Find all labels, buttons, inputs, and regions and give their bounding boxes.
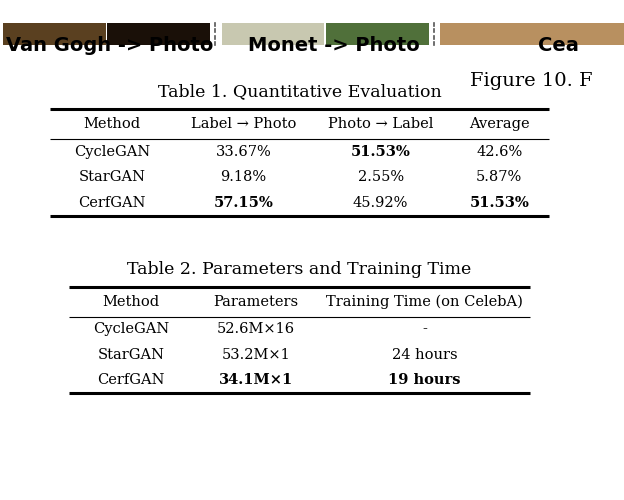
Text: 53.2M×1: 53.2M×1 [222,348,290,362]
Text: 52.6M×16: 52.6M×16 [217,322,295,336]
Text: 57.15%: 57.15% [213,196,273,210]
Text: Monet -> Photo: Monet -> Photo [248,36,420,55]
Text: Parameters: Parameters [213,294,298,308]
Text: Table 1. Quantitative Evaluation: Table 1. Quantitative Evaluation [158,83,441,100]
Text: CycleGAN: CycleGAN [74,145,150,159]
Text: 42.6%: 42.6% [476,145,522,159]
Text: Label → Photo: Label → Photo [191,117,296,131]
Text: CerfGAN: CerfGAN [97,373,165,387]
Bar [222,22,324,45]
Text: 9.18%: 9.18% [220,170,266,184]
Text: Training Time (on CelebA): Training Time (on CelebA) [326,294,523,308]
Text: CerfGAN: CerfGAN [79,196,146,210]
Text: 24 hours: 24 hours [391,348,457,362]
Text: Figure 10. F: Figure 10. F [470,72,593,90]
Text: Average: Average [469,117,530,131]
Text: 2.55%: 2.55% [358,170,404,184]
Text: StarGAN: StarGAN [79,170,146,184]
Text: 19 hours: 19 hours [388,373,461,387]
Text: 51.53%: 51.53% [469,196,529,210]
Text: Van Gogh -> Photo: Van Gogh -> Photo [6,36,213,55]
Text: CycleGAN: CycleGAN [93,322,169,336]
Text: Photo → Label: Photo → Label [328,117,433,131]
Text: Cea: Cea [538,36,579,55]
Text: Method: Method [84,117,141,131]
Bar [326,22,429,45]
Text: 51.53%: 51.53% [351,145,411,159]
Text: StarGAN: StarGAN [97,348,165,362]
Text: Method: Method [102,294,160,308]
Text: 33.67%: 33.67% [215,145,271,159]
Bar [440,22,624,45]
Text: -: - [422,322,427,336]
Bar [107,22,210,45]
Text: Table 2. Parameters and Training Time: Table 2. Parameters and Training Time [127,260,472,278]
Text: 34.1M×1: 34.1M×1 [219,373,293,387]
Text: 5.87%: 5.87% [476,170,522,184]
Text: 45.92%: 45.92% [353,196,408,210]
Bar [3,22,106,45]
